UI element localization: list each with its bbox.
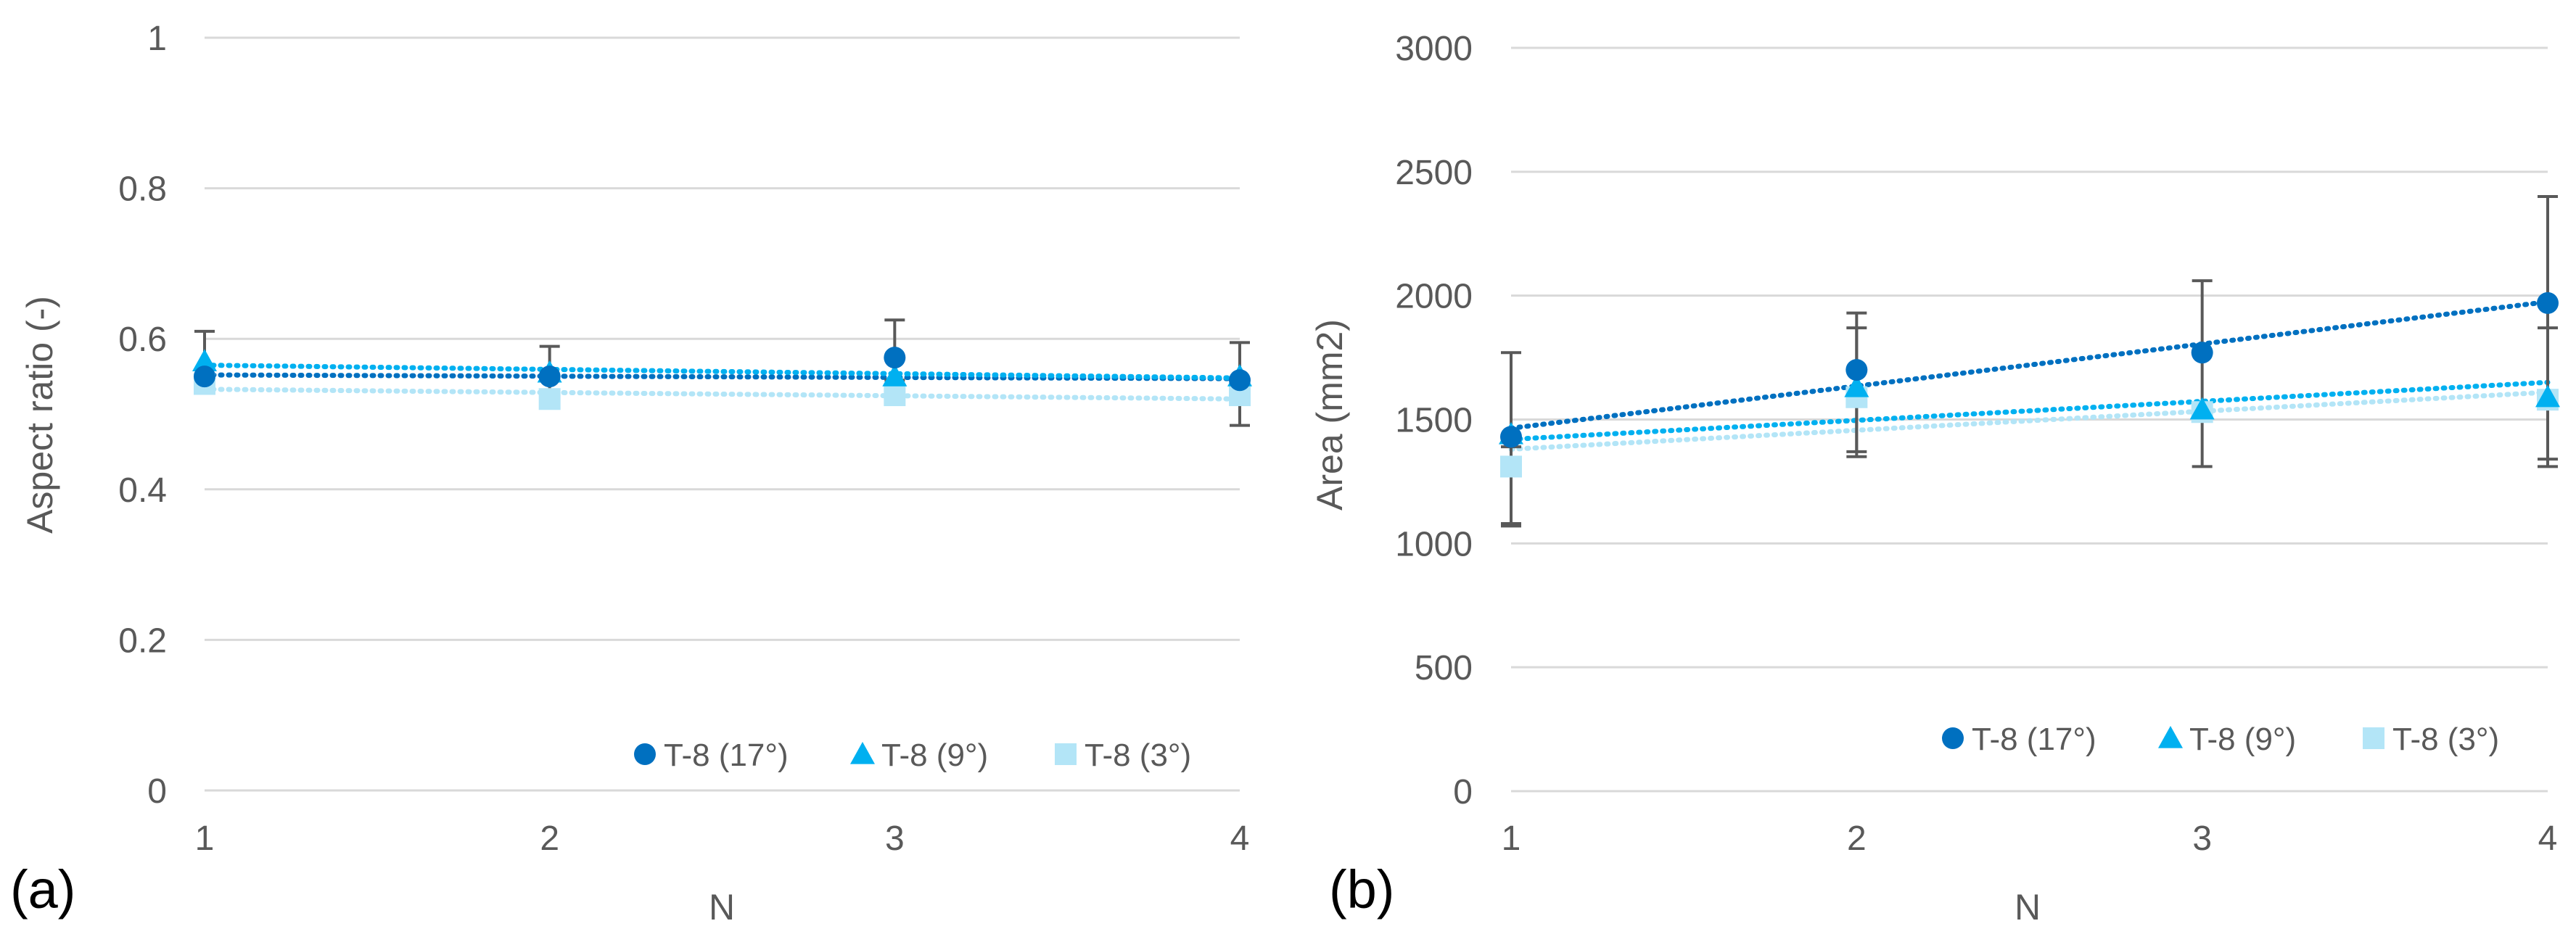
data-point-triangle: [2535, 384, 2560, 408]
trendline-triangle: [1508, 379, 2551, 442]
x-axis-title: N: [709, 887, 735, 927]
data-point-circle: [884, 347, 906, 369]
y-tick-label: 0: [1453, 773, 1473, 811]
panel-label: (b): [1329, 859, 1394, 920]
x-axis-title: N: [2015, 887, 2041, 927]
legend-entry-label: T-8 (17°): [664, 738, 789, 773]
data-point-square: [884, 384, 906, 407]
data-point-circle: [1845, 359, 1868, 381]
panel-label: (a): [10, 859, 75, 920]
data-point-triangle: [2189, 397, 2215, 420]
y-tick-label: 1500: [1395, 402, 1473, 440]
legend-marker-circle: [1942, 727, 1964, 749]
data-point-triangle: [882, 364, 908, 387]
x-tick-label: 2: [540, 819, 559, 858]
x-tick-label: 1: [195, 819, 215, 858]
x-tick-label: 2: [1847, 819, 1867, 858]
y-tick-label: 2000: [1395, 278, 1473, 316]
legend-marker-circle: [634, 743, 656, 765]
data-point-circle: [538, 365, 561, 388]
data-point-circle: [1229, 369, 1251, 392]
legend-entry-label: T-8 (9°): [881, 738, 988, 773]
legend-marker-triangle: [850, 742, 875, 764]
legend-marker-square: [1055, 743, 1077, 765]
legend-entry-label: T-8 (9°): [2189, 722, 2296, 757]
x-tick-label: 4: [2538, 819, 2558, 858]
x-tick-label: 4: [1230, 819, 1250, 858]
y-axis-title: Aspect ratio (-): [20, 296, 60, 534]
legend-marker-square: [2363, 727, 2384, 749]
y-tick-label: 0.6: [118, 321, 167, 359]
y-tick-label: 3000: [1395, 30, 1473, 68]
legend-entry-label: T-8 (17°): [1972, 722, 2096, 757]
data-point-square: [1500, 455, 1522, 478]
trendline-square: [202, 387, 1243, 402]
y-tick-label: 0.2: [118, 621, 167, 660]
data-point-circle: [2191, 342, 2213, 364]
data-point-circle: [2537, 292, 2559, 314]
y-tick-label: 0.4: [118, 471, 167, 510]
y-axis-title: Area (mm2): [1309, 319, 1350, 511]
chart-panel-area: 0 500 1000 1500 2000 2500 3000 1 2 3 4 N Area (mm2) (…: [1309, 30, 2560, 927]
trendline-triangle: [202, 363, 1243, 381]
legend-marker-triangle: [2158, 726, 2183, 748]
data-point-triangle: [1844, 375, 1869, 397]
y-tick-label: 2500: [1395, 154, 1473, 192]
y-tick-label: 1000: [1395, 525, 1473, 563]
x-tick-label: 3: [2192, 819, 2212, 858]
y-tick-label: 1: [147, 20, 167, 58]
data-point-triangle: [192, 349, 217, 371]
trendline-square: [1508, 389, 2551, 452]
legend-entry-label: T-8 (3°): [2392, 722, 2499, 757]
data-point-circle: [194, 365, 215, 388]
x-tick-label: 1: [1502, 819, 1521, 858]
data-point-circle: [1500, 426, 1522, 448]
y-tick-label: 0: [147, 772, 167, 811]
legend-entry-label: T-8 (3°): [1085, 738, 1191, 773]
y-tick-label: 0.8: [118, 170, 167, 209]
chart-panel-aspect-ratio: 0 0.2 0.4 0.6 0.8 1 1 2 3 4 N Aspect ratio (-) (a) T-…: [10, 20, 1252, 927]
x-tick-label: 3: [885, 819, 905, 858]
trendline-circle: [1508, 299, 2551, 431]
data-point-square: [538, 388, 561, 410]
y-tick-label: 500: [1415, 649, 1473, 687]
